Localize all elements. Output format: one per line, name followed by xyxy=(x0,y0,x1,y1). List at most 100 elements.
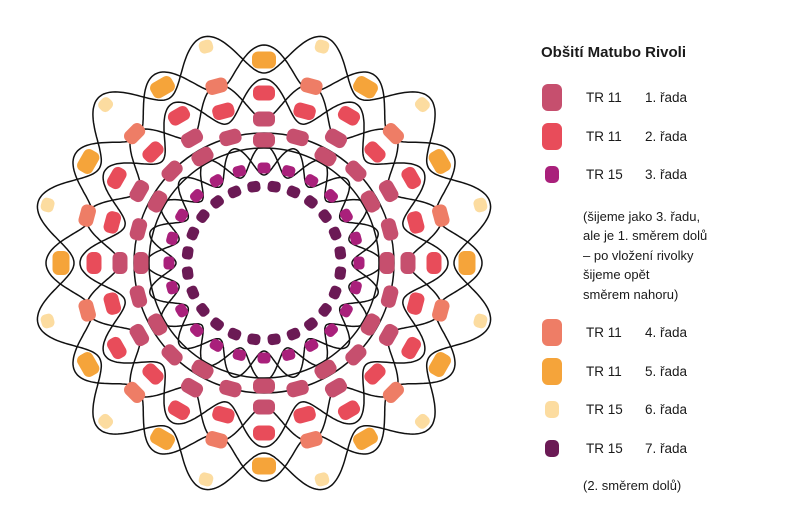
bead-size-label: TR 11 xyxy=(586,128,622,144)
thread-path-middle xyxy=(79,78,449,448)
bead-row-2 xyxy=(406,211,425,234)
bead-row-7 xyxy=(334,246,347,260)
bead-row-5 xyxy=(428,149,451,174)
bead-row-1 xyxy=(129,179,150,203)
bead-row-5 xyxy=(252,457,276,475)
bead-size-label: TR 11 xyxy=(586,363,622,379)
bead-row-1 xyxy=(129,285,148,308)
thread-path-outer xyxy=(45,44,483,482)
row-label: 6. řada xyxy=(645,402,688,417)
bead-row-1 xyxy=(253,111,275,127)
bead-row-3 xyxy=(349,280,362,295)
bead-row-1 xyxy=(191,146,214,167)
bead-row-1 xyxy=(314,359,337,380)
note-line: ale je 1. směrem dolů xyxy=(583,228,708,243)
bead-row-1 xyxy=(360,313,381,336)
bead-row-7 xyxy=(196,303,210,317)
legend-row-4: TR 11 4. řada xyxy=(541,318,791,357)
bead-row-7 xyxy=(247,180,261,193)
bead-row-7 xyxy=(334,266,347,280)
bead-row-1 xyxy=(147,190,168,213)
bead-row-4 xyxy=(124,381,146,403)
bead-row-6 xyxy=(473,313,488,329)
bead-row-3 xyxy=(166,280,179,295)
bead-row-3 xyxy=(175,208,189,223)
bead-swatch-row-4 xyxy=(542,319,562,346)
bead-row-5 xyxy=(150,76,175,99)
bead-row-3 xyxy=(324,188,339,203)
bead-row-4 xyxy=(205,77,228,95)
row-label: 5. řada xyxy=(645,363,688,379)
legend-row-5: TR 11 5. řada xyxy=(541,357,791,396)
bead-row-7 xyxy=(186,285,200,300)
bead-row-6 xyxy=(98,97,114,113)
bead-row-6 xyxy=(314,39,330,54)
bead-row-1 xyxy=(345,344,367,366)
bead-size-label: TR 11 xyxy=(586,90,622,105)
row-label: 1. řada xyxy=(645,90,688,105)
legend: Obšití Matubo Rivoli TR 11 1. řada TR 11… xyxy=(541,44,791,493)
bead-row-1 xyxy=(219,379,242,398)
legend-row-1: TR 11 1. řada xyxy=(541,83,791,122)
bead-row-2 xyxy=(337,106,361,126)
bead-row-3 xyxy=(324,323,339,338)
bead-swatch-row-6 xyxy=(545,401,559,418)
legend-row-2: TR 11 2. řada xyxy=(541,122,791,161)
row-label: 2. řada xyxy=(645,128,688,144)
bead-row-2 xyxy=(253,425,275,441)
bead-row-1 xyxy=(253,378,275,394)
bead-row-4 xyxy=(78,204,96,227)
bead-row-4 xyxy=(300,77,323,95)
bead-row-1 xyxy=(129,323,150,347)
bead-row-4 xyxy=(124,123,146,145)
bead-row-1 xyxy=(286,128,309,147)
legend-note-row-3: (šijeme jako 3. řadu, ale je 1. směrem d… xyxy=(583,207,791,305)
bead-row-1 xyxy=(161,160,183,182)
bead-row-3 xyxy=(257,162,271,174)
bead-size-label: TR 15 xyxy=(586,167,623,182)
bead-row-3 xyxy=(163,256,175,270)
bead-row-3 xyxy=(209,174,224,188)
bead-row-6 xyxy=(414,97,430,113)
bead-row-1 xyxy=(345,160,367,182)
bead-row-3 xyxy=(189,323,204,338)
bead-row-5 xyxy=(458,251,476,275)
bead-row-6 xyxy=(40,197,55,213)
bead-row-2 xyxy=(212,405,235,424)
legend-row-7: TR 15 7. řada xyxy=(541,434,791,473)
bead-row-6 xyxy=(98,413,114,429)
bead-row-1 xyxy=(380,218,399,241)
bead-row-1 xyxy=(147,313,168,336)
note-line: směrem nahoru) xyxy=(583,286,679,302)
bead-row-1 xyxy=(253,399,275,415)
bead-row-4 xyxy=(78,299,96,322)
bead-row-1 xyxy=(180,128,204,149)
bead-row-3 xyxy=(175,303,189,318)
bead-swatch-row-3 xyxy=(545,166,559,183)
bead-row-1 xyxy=(324,128,348,149)
bead-row-3 xyxy=(209,338,224,352)
bead-row-2 xyxy=(401,336,421,360)
bead-row-2 xyxy=(293,405,316,424)
bead-row-6 xyxy=(198,39,214,54)
bead-row-2 xyxy=(167,106,191,126)
bead-row-1 xyxy=(180,377,204,398)
thread-path-inner xyxy=(149,148,379,378)
bead-row-7 xyxy=(247,333,261,346)
bead-row-3 xyxy=(304,174,319,188)
beading-pattern-diagram xyxy=(36,35,492,491)
bead-row-4 xyxy=(382,123,404,145)
row-label: 4. řada xyxy=(645,325,688,340)
bead-row-1 xyxy=(314,146,337,167)
bead-row-7 xyxy=(318,303,332,317)
bead-row-1 xyxy=(286,379,309,398)
bead-row-2 xyxy=(107,336,127,360)
bead-row-6 xyxy=(198,472,214,487)
bead-row-3 xyxy=(281,348,296,361)
bead-row-2 xyxy=(107,166,127,190)
bead-row-5 xyxy=(252,51,276,69)
bead-row-7 xyxy=(328,285,342,300)
bead-row-1 xyxy=(129,218,148,241)
bead-row-5 xyxy=(150,427,175,450)
bead-row-3 xyxy=(339,208,353,223)
